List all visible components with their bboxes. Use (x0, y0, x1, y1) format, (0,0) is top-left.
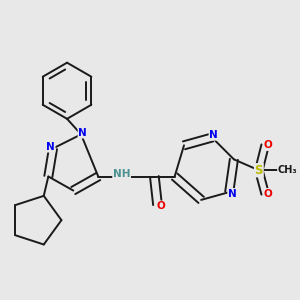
Text: N: N (228, 189, 237, 199)
Text: N: N (46, 142, 55, 152)
Text: N: N (78, 128, 87, 138)
Text: O: O (264, 140, 273, 150)
Text: NH: NH (113, 169, 130, 179)
Text: S: S (255, 164, 263, 177)
Text: N: N (209, 130, 218, 140)
Text: O: O (264, 189, 273, 199)
Text: O: O (156, 201, 165, 211)
Text: CH₃: CH₃ (278, 165, 297, 175)
